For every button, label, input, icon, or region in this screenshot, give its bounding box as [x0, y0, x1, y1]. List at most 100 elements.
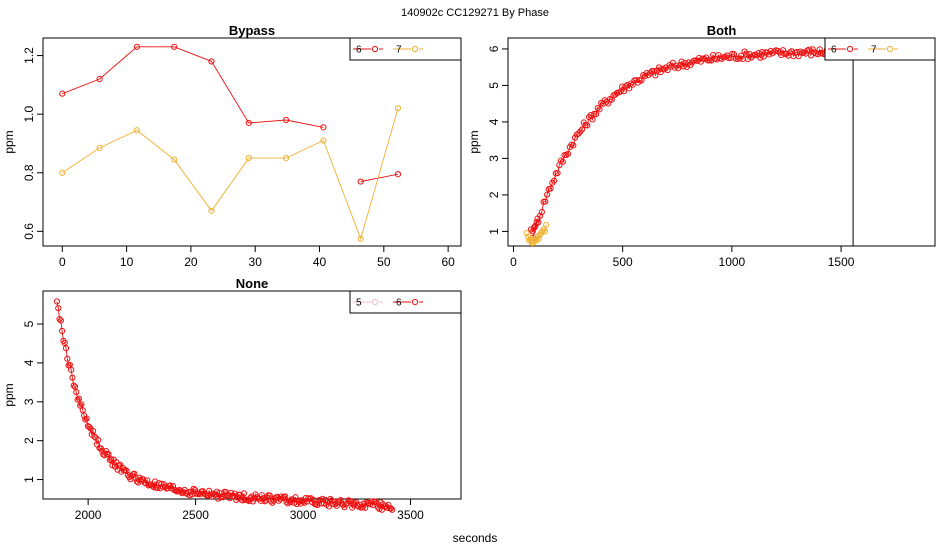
data-point — [357, 235, 364, 242]
figure-x-axis-label: seconds — [453, 531, 498, 545]
data-point — [359, 504, 366, 511]
y-axis-label: ppm — [2, 383, 16, 406]
data-point — [541, 228, 549, 235]
data-point — [809, 46, 816, 53]
data-point — [151, 478, 159, 485]
data-point — [190, 485, 197, 492]
data-point — [282, 155, 290, 162]
data-point — [320, 137, 327, 144]
legend-label: 7 — [871, 45, 877, 56]
data-point — [554, 169, 561, 177]
data-point — [167, 482, 174, 489]
x-tick-label: 3000 — [290, 508, 317, 522]
y-tick-label: 2 — [487, 191, 501, 198]
data-point — [779, 47, 787, 54]
series-line — [56, 301, 393, 511]
data-point — [240, 490, 248, 497]
x-tick-label: 0 — [510, 255, 517, 269]
data-point — [564, 150, 572, 157]
data-point — [171, 43, 178, 50]
data-point — [245, 155, 252, 162]
data-point — [158, 480, 165, 487]
series-7 — [523, 221, 550, 247]
chart-title: None — [236, 276, 269, 291]
y-axis-label: ppm — [2, 130, 16, 153]
data-point — [105, 451, 112, 458]
data-point — [757, 54, 764, 61]
data-point — [394, 105, 402, 112]
data-point — [75, 395, 82, 402]
series-6 — [59, 43, 402, 185]
data-point — [83, 415, 90, 422]
data-point — [278, 493, 285, 500]
data-point — [535, 219, 542, 226]
legend-marker — [886, 45, 894, 53]
data-point — [383, 504, 391, 511]
plot-frame — [42, 290, 462, 500]
data-point — [86, 423, 93, 431]
legend-marker — [846, 45, 854, 53]
y-tick-label: 1.2 — [22, 47, 36, 64]
y-tick-label: 5 — [487, 82, 501, 89]
data-point — [68, 366, 75, 373]
data-point — [765, 51, 773, 58]
data-point — [82, 416, 89, 423]
data-point — [537, 212, 544, 219]
data-point — [638, 77, 645, 84]
data-point — [596, 106, 603, 113]
data-point — [133, 127, 140, 134]
x-tick-label: 2500 — [182, 508, 209, 522]
data-point — [394, 171, 402, 178]
data-point — [91, 433, 98, 440]
y-tick-label: 1 — [22, 476, 36, 483]
data-point — [333, 502, 340, 509]
legend-label: 6 — [396, 298, 402, 309]
series-7 — [59, 105, 402, 242]
data-point — [132, 475, 139, 482]
y-tick-label: 0.8 — [22, 164, 36, 181]
x-tick-label: 20 — [184, 255, 198, 269]
data-point — [389, 506, 396, 513]
data-point — [69, 374, 76, 381]
data-point — [89, 428, 97, 435]
data-point — [245, 119, 252, 127]
data-point — [171, 156, 178, 163]
legend-marker — [371, 298, 379, 306]
data-point — [816, 46, 823, 53]
data-point — [543, 221, 550, 228]
y-tick-label: 2 — [22, 437, 36, 444]
x-tick-label: 0 — [59, 255, 66, 269]
data-point — [106, 456, 113, 464]
data-point — [77, 402, 84, 409]
data-point — [743, 50, 750, 57]
data-point — [55, 305, 62, 312]
data-point — [578, 126, 586, 133]
data-point — [217, 494, 224, 501]
data-point — [357, 178, 364, 185]
data-point — [56, 315, 63, 323]
x-tick-label: 50 — [377, 255, 391, 269]
data-point — [206, 487, 213, 494]
data-point — [208, 58, 215, 65]
data-point — [133, 43, 140, 50]
data-point — [62, 345, 70, 352]
data-point — [570, 142, 577, 149]
data-point — [95, 436, 102, 444]
data-point — [73, 388, 80, 396]
plot-frame — [507, 37, 936, 247]
data-point — [535, 235, 542, 242]
data-point — [208, 207, 215, 214]
data-point — [74, 396, 81, 403]
legend-label: 6 — [356, 45, 362, 56]
chart-title: Both — [707, 23, 737, 38]
data-point — [59, 169, 66, 176]
data-point — [266, 492, 273, 499]
data-point — [783, 50, 790, 57]
x-tick-label: 1500 — [828, 255, 855, 269]
legend-marker — [411, 45, 419, 53]
data-point — [661, 66, 668, 73]
data-point — [387, 505, 395, 512]
